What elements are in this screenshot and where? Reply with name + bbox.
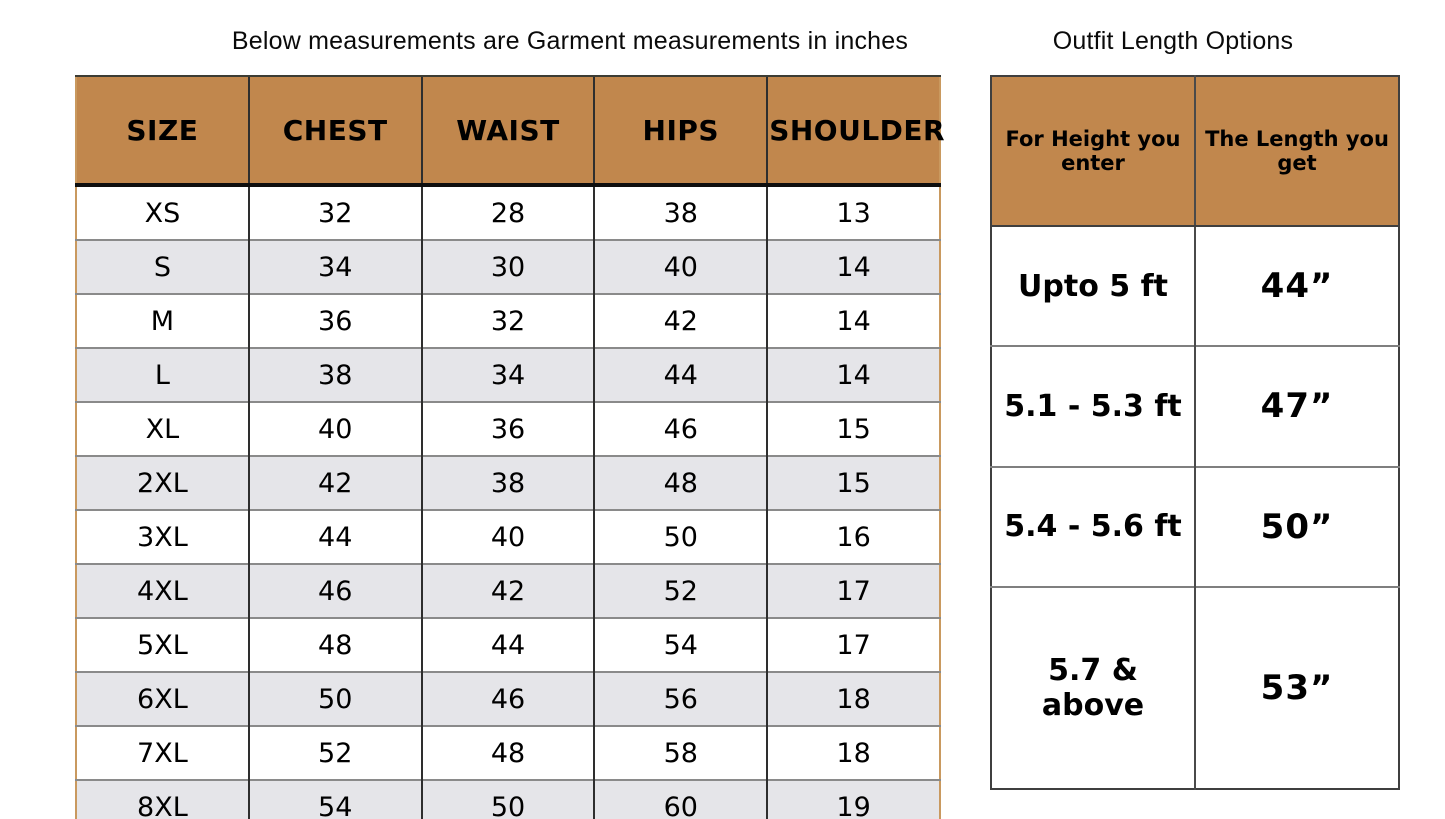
table-cell: 3XL (76, 509, 249, 564)
table-cell: 15 (766, 455, 940, 510)
table-cell: 4XL (76, 563, 249, 618)
table-row: 6XL 50 46 56 18 (76, 671, 940, 726)
header-cell: CHEST (247, 75, 422, 187)
table-cell: 8XL (76, 779, 249, 819)
outfit-length-options-title: Outfit Length Options (1052, 27, 1294, 55)
table-cell: 30 (420, 239, 595, 294)
header-cell: HIPS (593, 75, 768, 187)
table-row: 4XL 46 42 52 17 (76, 563, 940, 618)
table-cell: 5XL (76, 617, 249, 672)
table-cell: 44 (420, 617, 595, 672)
table-cell: 38 (593, 184, 768, 240)
table-row: L 38 34 44 14 (76, 347, 940, 402)
header-cell: The Length you get (1194, 76, 1399, 227)
table-cell: 48 (247, 617, 422, 672)
table-cell: 50” (1194, 465, 1399, 587)
table-cell: 2XL (76, 455, 249, 510)
table-row: 3XL 44 40 50 16 (76, 509, 940, 564)
table-cell: 32 (247, 184, 422, 240)
table-cell: 6XL (76, 671, 249, 726)
table-cell: 16 (766, 509, 940, 564)
table-row: 5XL 48 44 54 17 (76, 617, 940, 672)
table-cell: S (76, 239, 249, 294)
table-row: 2XL 42 38 48 15 (76, 455, 940, 510)
table-cell: 38 (420, 455, 595, 510)
table-cell: 46 (420, 671, 595, 726)
table-cell: 54 (247, 779, 422, 819)
table-row: XS 32 28 38 13 (76, 184, 940, 240)
table-cell: XL (76, 401, 249, 456)
table-row: 8XL 54 50 60 19 (76, 779, 940, 819)
table-cell: 40 (420, 509, 595, 564)
table-cell: 13 (766, 184, 940, 240)
table-cell: 48 (420, 725, 595, 780)
table-cell: 54 (593, 617, 768, 672)
table-cell: 42 (247, 455, 422, 510)
table-cell: M (76, 293, 249, 348)
header-cell: SHOULDER (766, 75, 945, 187)
table-row: 5.7 & above 53” (991, 585, 1399, 789)
table-cell: 56 (593, 671, 768, 726)
table-cell: 14 (766, 239, 940, 294)
table-cell: 40 (247, 401, 422, 456)
garment-measurements-title: Below measurements are Garment measureme… (231, 27, 909, 55)
header-cell: SIZE (76, 75, 249, 187)
table-cell: 38 (247, 347, 422, 402)
header-row: For Height you enter The Length you get (991, 76, 1399, 227)
table-cell: 40 (593, 239, 768, 294)
table-cell: L (76, 347, 249, 402)
table-cell: 48 (593, 455, 768, 510)
table-cell: 32 (420, 293, 595, 348)
table-cell: XS (76, 184, 249, 240)
garment-measurements-table: SIZE CHEST WAIST HIPS SHOULDER XS 32 28 38 13 S 34 3… (75, 75, 945, 819)
table-cell: 34 (420, 347, 595, 402)
table-cell: 18 (766, 725, 940, 780)
table-cell: 17 (766, 563, 940, 618)
header-cell: For Height you enter (991, 76, 1195, 227)
table-cell: 42 (593, 293, 768, 348)
table-cell: 47” (1194, 345, 1399, 467)
table-cell: 50 (247, 671, 422, 726)
table-cell: 5.4 - 5.6 ft (991, 465, 1195, 587)
table-cell: 46 (247, 563, 422, 618)
table-row: 7XL 52 48 58 18 (76, 725, 940, 780)
table-cell: 14 (766, 293, 940, 348)
table-row: 5.4 - 5.6 ft 50” (991, 465, 1399, 587)
table-cell: 28 (420, 184, 595, 240)
table-row: M 36 32 42 14 (76, 293, 940, 348)
table-cell: 42 (420, 563, 595, 618)
table-row: S 34 30 40 14 (76, 239, 940, 294)
table-cell: 14 (766, 347, 940, 402)
table-cell: 44” (1194, 226, 1399, 347)
table-row: XL 40 36 46 15 (76, 401, 940, 456)
table-cell: 58 (593, 725, 768, 780)
table-cell: 17 (766, 617, 940, 672)
outfit-length-table: For Height you enter The Length you get Up… (990, 75, 1400, 790)
table-cell: 52 (593, 563, 768, 618)
table-cell: 52 (247, 725, 422, 780)
table-cell: 7XL (76, 725, 249, 780)
table-row: 5.1 - 5.3 ft 47” (991, 345, 1399, 467)
table-cell: 50 (420, 779, 595, 819)
table-cell: 46 (593, 401, 768, 456)
table-cell: 36 (247, 293, 422, 348)
table-cell: 44 (593, 347, 768, 402)
table-cell: Upto 5 ft (1018, 268, 1168, 304)
header-row: SIZE CHEST WAIST HIPS SHOULDER (76, 75, 945, 187)
table-cell: 5.1 - 5.3 ft (991, 345, 1195, 467)
table-cell: 44 (247, 509, 422, 564)
table-cell: 18 (766, 671, 940, 726)
table-cell: 34 (247, 239, 422, 294)
table-cell: 15 (766, 401, 940, 456)
table-cell: 19 (766, 779, 940, 819)
table-cell: 50 (593, 509, 768, 564)
table-cell: 36 (420, 401, 595, 456)
table-cell: 60 (593, 779, 768, 819)
header-cell: WAIST (420, 75, 595, 187)
table-row: Upto 5 ft 44” (991, 226, 1399, 347)
table-cell: 53” (1194, 585, 1399, 789)
table-cell: 5.7 & above (991, 585, 1195, 789)
